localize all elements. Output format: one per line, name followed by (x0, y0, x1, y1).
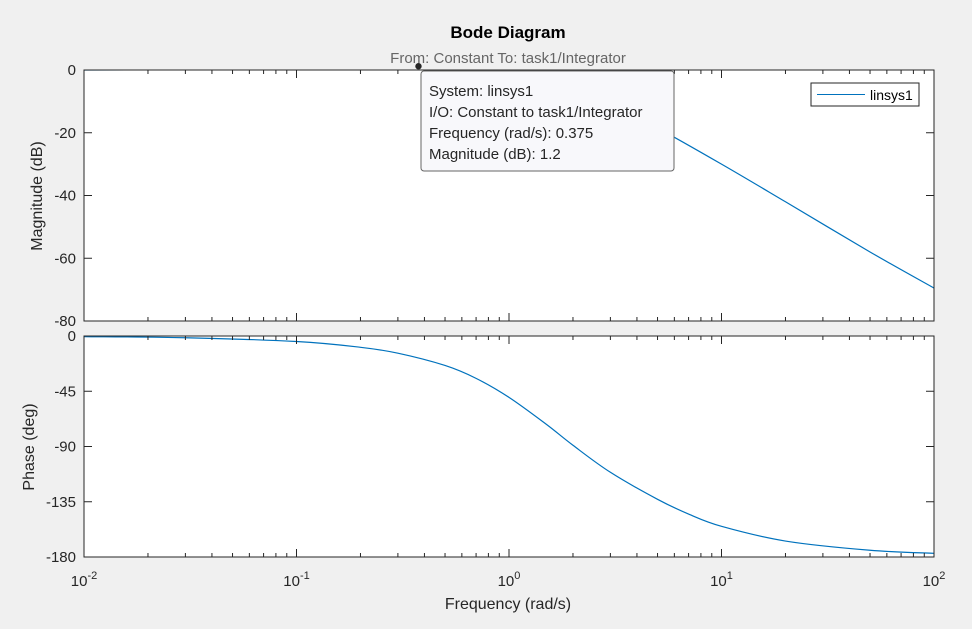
data-tip-magnitude: Magnitude (dB): 1.2 (429, 146, 561, 163)
phase-y-tick-label: -135 (46, 494, 76, 511)
data-tip-io: I/O: Constant to task1/Integrator (429, 104, 642, 121)
data-tip-frequency: Frequency (rad/s): 0.375 (429, 125, 593, 142)
magnitude-y-label: Magnitude (dB) (29, 141, 46, 250)
phase-plot-area[interactable] (84, 336, 934, 557)
legend[interactable]: linsys1 (810, 82, 920, 107)
magnitude-y-tick-label: -60 (54, 250, 76, 267)
data-tip-system: System: linsys1 (429, 83, 533, 100)
magnitude-y-tick-label: 0 (68, 62, 76, 79)
x-tick-label: 102 (923, 570, 946, 590)
phase-y-tick-label: -45 (54, 383, 76, 400)
phase-y-label: Phase (deg) (21, 403, 38, 490)
chart-subtitle: From: Constant To: task1/Integrator (390, 50, 626, 67)
magnitude-y-tick-label: -80 (54, 313, 76, 330)
phase-y-tick-label: -90 (54, 439, 76, 456)
data-tip[interactable]: System: linsys1 I/O: Constant to task1/I… (415, 63, 675, 172)
x-tick-label: 100 (498, 570, 521, 590)
chart-title: Bode Diagram (450, 23, 565, 42)
phase-series-line-0[interactable] (84, 336, 934, 554)
phase-y-tick-label: -180 (46, 549, 76, 566)
magnitude-y-tick-label: -40 (54, 188, 76, 205)
x-tick-labels: 10-2 10-1 100 101 102 (71, 570, 946, 590)
x-tick-label: 10-2 (71, 570, 97, 590)
x-tick-label: 10-1 (283, 570, 309, 590)
phase-axes[interactable]: 0 -45 -90 -135 -180 (46, 328, 935, 566)
data-tip-marker[interactable] (415, 63, 422, 70)
magnitude-y-tick-label: -20 (54, 125, 76, 142)
phase-y-tick-label: 0 (68, 328, 76, 345)
x-axis-label: Frequency (rad/s) (445, 596, 571, 613)
x-tick-label: 101 (710, 570, 733, 590)
data-tip-box (420, 70, 675, 172)
legend-entry-linsys1: linsys1 (870, 87, 913, 103)
